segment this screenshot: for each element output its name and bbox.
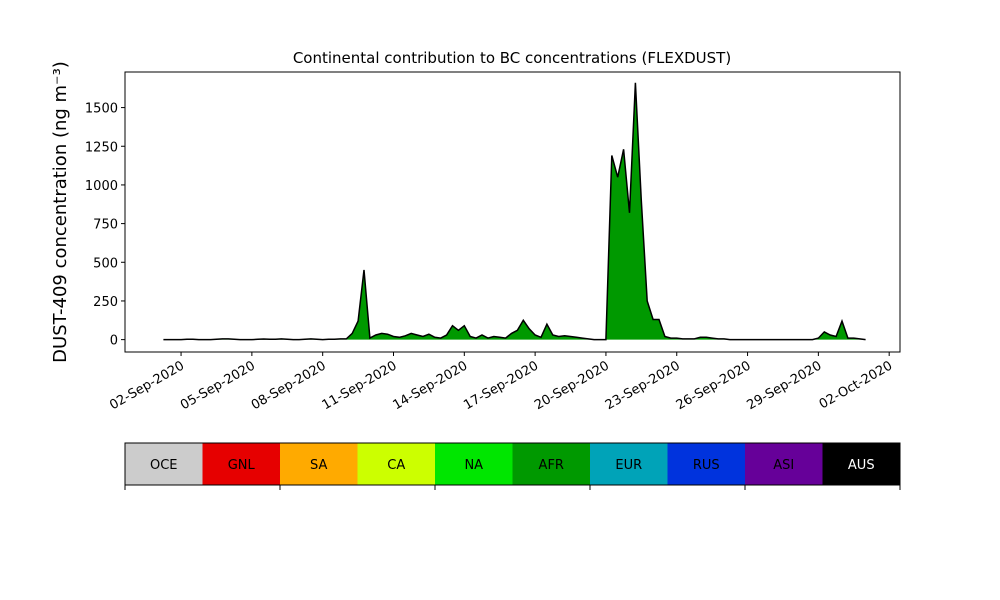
x-tick-label: 29-Sep-2020 xyxy=(745,358,825,413)
legend-swatch xyxy=(125,443,203,485)
x-tick-label: 05-Sep-2020 xyxy=(178,358,258,413)
area xyxy=(163,82,866,340)
x-tick-label: 20-Sep-2020 xyxy=(532,358,612,413)
legend-swatch xyxy=(745,443,823,485)
legend-swatch xyxy=(512,443,590,485)
y-tick-label: 1250 xyxy=(85,140,118,155)
y-tick-label: 1500 xyxy=(85,102,118,117)
legend-swatch xyxy=(822,443,900,485)
x-tick-label: 26-Sep-2020 xyxy=(674,358,754,413)
legend-label: GNL xyxy=(228,458,256,473)
legend-label: RUS xyxy=(693,458,720,473)
legend-swatch xyxy=(202,443,280,485)
y-tick-label: 250 xyxy=(93,295,118,310)
x-tick-label: 17-Sep-2020 xyxy=(461,358,541,413)
legend-label: SA xyxy=(310,458,327,473)
legend-swatch xyxy=(590,443,668,485)
area-outline xyxy=(163,82,866,341)
legend-label: OCE xyxy=(150,458,178,473)
legend-ticks xyxy=(124,485,901,490)
legend-swatch xyxy=(280,443,358,485)
legend-label: EUR xyxy=(615,458,642,473)
y-tick-label: 0 xyxy=(110,334,118,349)
x-tick-label: 02-Oct-2020 xyxy=(817,358,895,412)
x-tick-label: 02-Sep-2020 xyxy=(107,358,187,413)
legend-label: ASI xyxy=(773,458,794,473)
x-tick-label: 08-Sep-2020 xyxy=(249,358,329,413)
legend-label: AUS xyxy=(848,458,875,473)
legend-swatch xyxy=(435,443,513,485)
x-tick-label: 14-Sep-2020 xyxy=(390,358,470,413)
y-tick-label: 1000 xyxy=(85,179,118,194)
chart-title: Continental contribution to BC concentra… xyxy=(293,49,731,67)
y-tick-label: 500 xyxy=(93,256,118,271)
y-tick-label: 750 xyxy=(93,218,118,233)
legend-label: NA xyxy=(464,458,483,473)
legend-label: CA xyxy=(387,458,405,473)
legend-label: AFR xyxy=(539,458,564,473)
legend-swatch xyxy=(357,443,435,485)
x-tick-label: 11-Sep-2020 xyxy=(320,358,400,413)
legend-frame xyxy=(124,442,901,486)
plot-frame xyxy=(124,71,901,353)
x-tick-label: 23-Sep-2020 xyxy=(603,358,683,413)
legend-swatch xyxy=(667,443,745,485)
y-axis-label: DUST-409 concentration (ng m⁻³) xyxy=(50,61,71,363)
